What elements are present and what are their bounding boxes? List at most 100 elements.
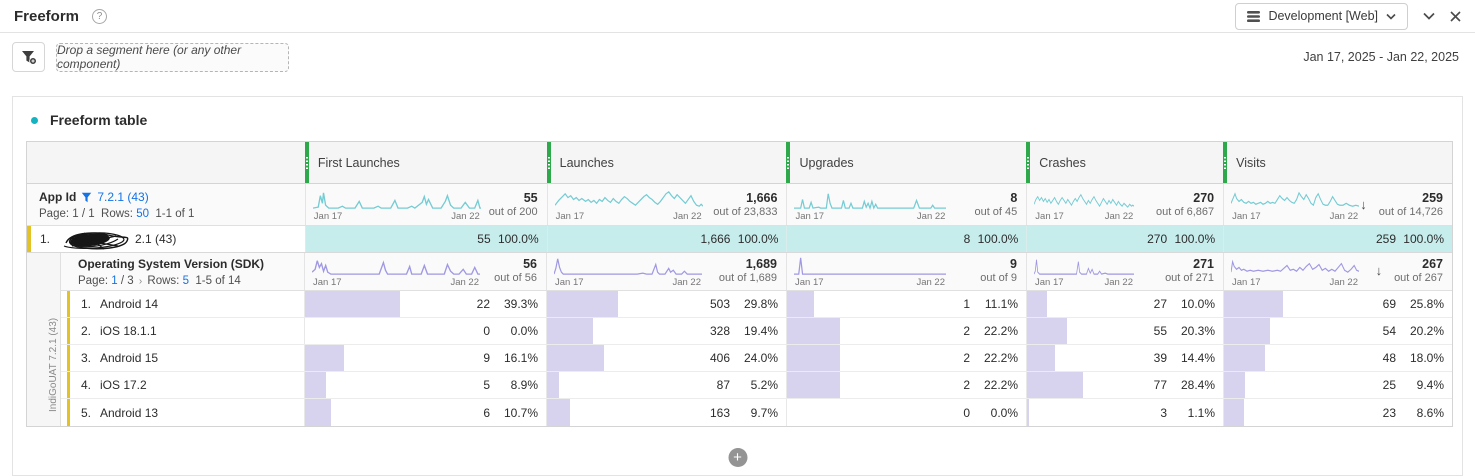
data-cell[interactable]: 2 22.2% — [786, 345, 1026, 371]
cell-app-upgrades[interactable]: 8 100.0% — [786, 226, 1027, 252]
sparkline-visits: Jan 17 Jan 22 — [1231, 254, 1359, 288]
data-cell[interactable]: 69 25.8% — [1223, 291, 1452, 317]
column-drag-handle[interactable] — [1223, 142, 1228, 183]
pct-bar — [787, 372, 841, 398]
dimension-label: App Id — [39, 190, 77, 204]
panel-accent-dot — [31, 116, 38, 124]
summary-cell-first-launches[interactable]: Jan 17 Jan 22 55 out of 200 — [304, 184, 547, 225]
pct-bar — [787, 318, 841, 344]
sparkline-upgrades: Jan 17 Jan 22 — [794, 188, 947, 222]
next-page-icon[interactable]: › — [138, 276, 143, 287]
pct-bar — [305, 399, 331, 426]
breakdown-summary-crashes[interactable]: Jan 17 Jan 22 271 out of 271 — [1026, 253, 1223, 290]
redacted-name-scribble — [63, 231, 129, 249]
sparkline-upgrades: Jan 17 Jan 22 — [794, 254, 946, 288]
pct-bar — [1027, 291, 1047, 317]
summary-cell-crashes[interactable]: Jan 17 Jan 22 270 out of 6,867 — [1026, 184, 1223, 225]
data-cell[interactable]: 27 10.0% — [1026, 291, 1223, 317]
data-cell[interactable]: 503 29.8% — [546, 291, 786, 317]
data-cell[interactable]: 2 22.2% — [786, 372, 1026, 398]
breakdown-summary-upgrades[interactable]: Jan 17 Jan 22 9 out of 9 — [786, 253, 1026, 290]
freeform-panel: Freeform table First Launches Launches U… — [12, 96, 1463, 476]
data-cell[interactable]: 5 8.9% — [304, 372, 546, 398]
data-cell[interactable]: 2 22.2% — [786, 318, 1026, 344]
pct-bar — [547, 372, 560, 398]
data-cell[interactable]: 0 0.0% — [304, 318, 546, 344]
sparkline-launches: Jan 17 Jan 22 — [554, 254, 702, 288]
summary-cell-launches[interactable]: Jan 17 Jan 22 1,666 out of 23,833 — [546, 184, 787, 225]
data-cell[interactable]: 25 9.4% — [1223, 372, 1452, 398]
segment-filter-button[interactable] — [12, 42, 45, 72]
column-drag-handle[interactable] — [786, 142, 791, 183]
column-header-first-launches[interactable]: First Launches — [304, 142, 547, 183]
breakdown-summary-first-launches[interactable]: Jan 17 Jan 22 56 out of 56 — [304, 253, 546, 290]
data-cell[interactable]: 406 24.0% — [546, 345, 786, 371]
breakdown-summary-row: Operating System Version (SDK) Page: 1 /… — [61, 253, 1452, 291]
column-drag-handle[interactable] — [1026, 142, 1031, 183]
column-drag-handle[interactable] — [304, 142, 309, 183]
data-cell[interactable]: 9 16.1% — [304, 345, 546, 371]
sort-descending-icon[interactable]: ↓ — [1375, 263, 1383, 278]
rows-per-page-link[interactable]: 5 — [182, 275, 189, 287]
pct-bar — [1224, 345, 1266, 371]
cell-app-launches[interactable]: 1,666 100.0% — [546, 226, 787, 252]
data-cell[interactable]: 54 20.2% — [1223, 318, 1452, 344]
sparkline-first-launches: Jan 17 Jan 22 — [312, 254, 480, 288]
data-cell[interactable]: 3 1.1% — [1026, 399, 1223, 426]
column-header-crashes[interactable]: Crashes — [1026, 142, 1223, 183]
pct-bar — [787, 345, 841, 371]
table-row: 1. Android 14 22 39.3% 503 29.8% 1 11.1% 27… — [61, 291, 1452, 318]
page-number-link[interactable]: 1 — [111, 275, 118, 287]
row-name-cell[interactable]: 1. Android 14 — [67, 291, 304, 317]
data-cell[interactable]: 1 11.1% — [786, 291, 1026, 317]
row-name-cell[interactable]: 2. iOS 18.1.1 — [67, 318, 304, 344]
summary-cell-upgrades[interactable]: Jan 17 Jan 22 8 out of 45 — [786, 184, 1026, 225]
os-version-label: iOS 18.1.1 — [100, 324, 157, 338]
column-drag-handle[interactable] — [546, 142, 551, 183]
pct-bar — [1224, 291, 1283, 317]
row-name-cell[interactable]: 3. Android 15 — [67, 345, 304, 371]
rows-per-page-link[interactable]: 50 — [136, 208, 149, 220]
collapse-panel-icon[interactable] — [1423, 12, 1435, 20]
row-name-cell[interactable]: 4. iOS 17.2 — [67, 372, 304, 398]
sort-descending-icon[interactable]: ↓ — [1360, 197, 1367, 212]
data-cell[interactable]: 22 39.3% — [304, 291, 546, 317]
row-name-cell[interactable]: 5. Android 13 — [67, 399, 304, 426]
freeform-table: First Launches Launches Upgrades Crashes… — [26, 141, 1453, 427]
filter-value-link[interactable]: 7.2.1 (43) — [97, 190, 149, 204]
data-cell[interactable]: 163 9.7% — [546, 399, 786, 426]
data-cell[interactable]: 328 19.4% — [546, 318, 786, 344]
data-cell[interactable]: 55 20.3% — [1026, 318, 1223, 344]
data-cell[interactable]: 87 5.2% — [546, 372, 786, 398]
table-row: 5. Android 13 6 10.7% 163 9.7% 0 0.0% 3 1.1%… — [61, 399, 1452, 426]
summary-cell-visits[interactable]: Jan 17 Jan 22 ↓ 259 out of 14,726 — [1223, 184, 1452, 225]
data-cell[interactable]: 39 14.4% — [1026, 345, 1223, 371]
data-cell[interactable]: 0 0.0% — [786, 399, 1026, 426]
breakdown-summary-launches[interactable]: Jan 17 Jan 22 1,689 out of 1,689 — [546, 253, 786, 290]
cell-app-visits[interactable]: 259 100.0% — [1223, 226, 1452, 252]
pct-bar — [1027, 372, 1083, 398]
data-cell[interactable]: 6 10.7% — [304, 399, 546, 426]
breakdown-summary-visits[interactable]: Jan 17 Jan 22 ↓ 267 out of 267 — [1223, 253, 1452, 290]
column-header-launches[interactable]: Launches — [546, 142, 787, 183]
data-cell[interactable]: 77 28.4% — [1026, 372, 1223, 398]
cell-app-crashes[interactable]: 270 100.0% — [1026, 226, 1224, 252]
row-name-cell-app[interactable]: 1. 2.1 (43) — [27, 226, 305, 252]
sparkline-launches: Jan 17 Jan 22 — [554, 188, 703, 222]
data-cell[interactable]: 23 8.6% — [1223, 399, 1452, 426]
close-icon[interactable] — [1450, 10, 1461, 22]
help-icon[interactable]: ? — [92, 8, 108, 24]
data-cell[interactable]: 48 18.0% — [1223, 345, 1452, 371]
row-range: 1-1 of 1 — [155, 208, 195, 220]
date-range[interactable]: Jan 17, 2025 - Jan 22, 2025 — [1303, 50, 1459, 64]
cell-app-first-launches[interactable]: 55 100.0% — [304, 226, 547, 252]
segment-drop-zone[interactable]: Drop a segment here (or any other compon… — [56, 42, 289, 72]
pct-bar — [305, 372, 327, 398]
add-panel-button[interactable]: + — [728, 448, 747, 467]
column-header-upgrades[interactable]: Upgrades — [786, 142, 1026, 183]
column-header-visits[interactable]: Visits — [1223, 142, 1452, 183]
report-suite-selector[interactable]: Development [Web] — [1235, 2, 1408, 30]
pct-bar — [547, 291, 619, 317]
table-row: 2. iOS 18.1.1 0 0.0% 328 19.4% 2 22.2% 55 20… — [61, 318, 1452, 345]
os-version-label: iOS 17.2 — [100, 378, 147, 392]
